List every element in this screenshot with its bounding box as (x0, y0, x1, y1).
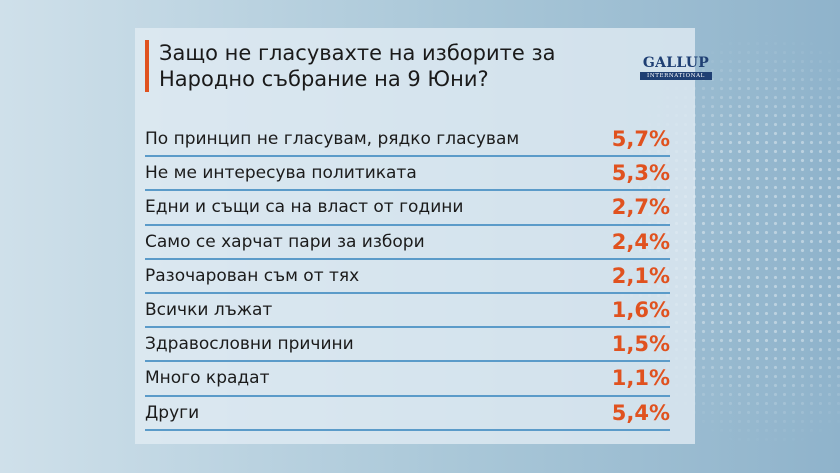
row-value: 5,3% (611, 161, 670, 186)
logo-main-text: GALLUP (642, 55, 710, 71)
row-value: 5,7% (611, 127, 670, 152)
row-value: 1,6% (611, 298, 670, 323)
chart-title: Защо не гласувахте на изборите за Народн… (159, 40, 599, 92)
row-label: Здравословни причини (145, 334, 354, 355)
logo-sub-text: INTERNATIONAL (640, 72, 712, 80)
row-value: 2,7% (611, 195, 670, 220)
row-label: Други (145, 402, 200, 423)
table-row: Едни и същи са на власт от години 2,7% (145, 191, 670, 226)
title-line-2: Народно събрание на 9 Юни? (159, 67, 489, 91)
gallup-logo: GALLUP INTERNATIONAL (640, 56, 712, 80)
title-line-1: Защо не гласувахте на изборите за (159, 41, 556, 65)
table-row: По принцип не гласувам, рядко гласувам 5,… (145, 123, 670, 158)
content-panel (135, 28, 695, 444)
row-value: 5,4% (611, 400, 670, 425)
row-value: 2,1% (611, 263, 670, 288)
row-label: По принцип не гласувам, рядко гласувам (145, 129, 520, 150)
row-label: Само се харчат пари за избори (145, 231, 425, 252)
results-table: По принцип не гласувам, рядко гласувам 5,… (145, 123, 670, 431)
table-row: Много крадат 1,1% (145, 362, 670, 397)
row-label: Много крадат (145, 368, 270, 389)
table-row: Разочарован съм от тях 2,1% (145, 260, 670, 294)
row-value: 2,4% (611, 229, 670, 254)
table-row: Здравословни причини 1,5% (145, 328, 670, 363)
row-label: Не ме интересува политиката (145, 163, 417, 184)
title-accent-bar (145, 40, 149, 92)
row-value: 1,1% (611, 366, 670, 391)
row-label: Разочарован съм от тях (145, 265, 360, 286)
row-value: 1,5% (611, 332, 670, 357)
table-row: Не ме интересува политиката 5,3% (145, 157, 670, 192)
table-row: Само се харчат пари за избори 2,4% (145, 226, 670, 260)
table-row: Други 5,4% (145, 397, 670, 431)
row-label: Едни и същи са на власт от години (145, 197, 464, 218)
table-row: Всички лъжат 1,6% (145, 294, 670, 329)
row-label: Всички лъжат (145, 300, 273, 321)
